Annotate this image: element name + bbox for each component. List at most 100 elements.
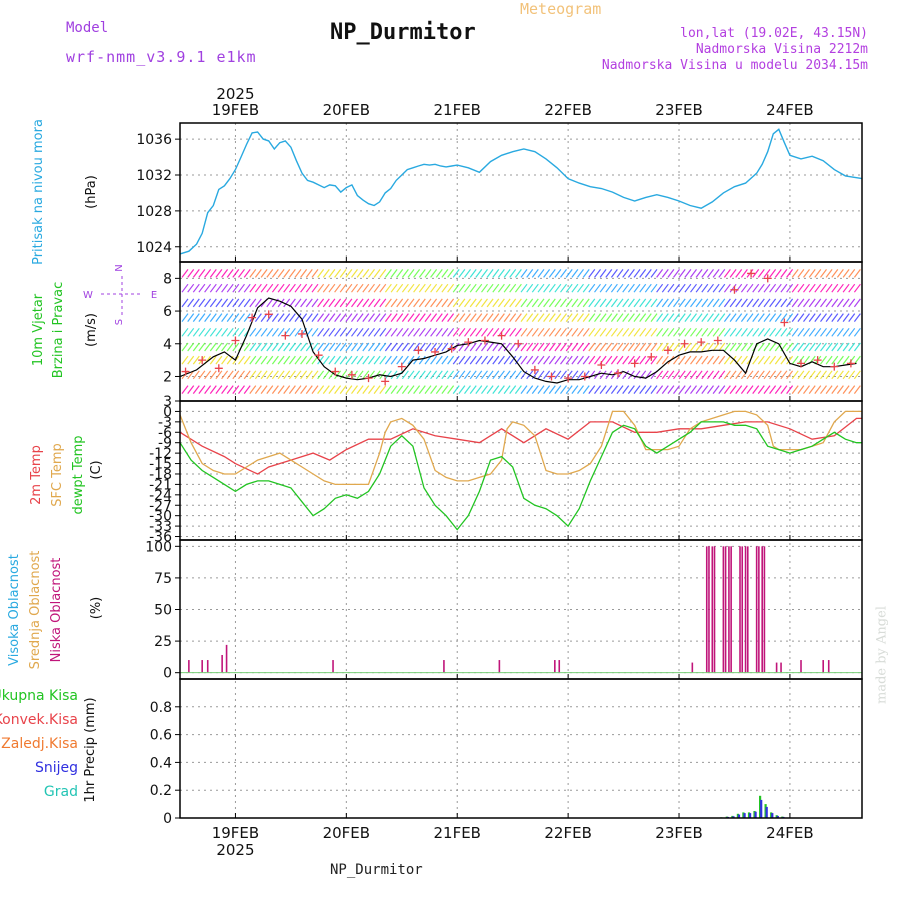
wind-barb [181, 298, 189, 308]
wind-barb [238, 313, 245, 322]
wind-barb [373, 283, 381, 293]
wind-barb [277, 327, 285, 337]
wind-barb [266, 283, 274, 293]
wind-barb [430, 327, 438, 337]
wind-barb [588, 283, 596, 293]
wind-barb [396, 385, 404, 394]
wind-barb [481, 269, 488, 278]
wind-barb [690, 298, 697, 308]
wind-barb [243, 283, 251, 293]
wind-barb [740, 327, 748, 337]
wind-barb [678, 385, 686, 394]
wind-barb [390, 313, 398, 322]
y-tick-label: 2 [163, 369, 172, 385]
wind-barb [328, 283, 336, 293]
wind-barb [537, 283, 545, 293]
wind-barb [791, 327, 799, 337]
wind-gust-marker [198, 356, 207, 365]
wind-barb [831, 269, 839, 278]
wind-barb [305, 370, 313, 380]
wind-barb [221, 385, 229, 394]
wind-gust-marker [331, 367, 340, 376]
wind-barb [226, 385, 234, 394]
wind-barb [260, 370, 268, 380]
wind-barb [735, 327, 743, 337]
wind-barb [187, 313, 195, 322]
wind-barb [723, 313, 731, 322]
wind-barb [831, 355, 839, 365]
wind-barb [401, 298, 409, 308]
wind-barb [848, 385, 856, 394]
wind-barb [339, 298, 347, 308]
wind-barb [853, 283, 861, 293]
precip-bar [770, 812, 773, 818]
wind-barb [345, 342, 353, 352]
wind-barb [814, 283, 822, 293]
wind-barb [678, 283, 686, 293]
wind-barb [469, 298, 477, 308]
wind-barb [610, 355, 618, 365]
wind-barb [475, 283, 483, 293]
wind-barb [774, 342, 782, 352]
wind-barb [831, 342, 839, 352]
wind-barb [752, 327, 760, 337]
precip-bar [760, 799, 763, 818]
wind-barb [740, 355, 748, 365]
wind-barb [368, 298, 375, 308]
wind-barb [300, 355, 308, 365]
wind-barb [848, 370, 856, 380]
wind-barb [831, 370, 839, 380]
wind-barb [401, 385, 409, 394]
y-tick-label: 1024 [136, 240, 172, 256]
wind-barb [729, 313, 737, 322]
wind-barb [497, 370, 505, 380]
wind-barb [300, 342, 308, 352]
wind-barb [667, 283, 675, 293]
wind-barb [644, 342, 652, 352]
wind-barb [537, 370, 545, 380]
wind-barb [481, 370, 488, 380]
wind-barb [644, 385, 652, 394]
wind-barb [718, 370, 726, 380]
wind-barb [209, 342, 217, 352]
wind-gust-marker [297, 329, 306, 338]
wind-barb [791, 269, 799, 278]
wind-barb [565, 385, 573, 394]
wind-barb [673, 327, 680, 337]
wind-barb [492, 298, 500, 308]
wind-gust-marker [248, 313, 257, 322]
wind-barb [249, 298, 257, 308]
wind-barb [537, 385, 545, 394]
wind-barb [288, 355, 296, 365]
wind-barb [215, 342, 223, 352]
wind-barb [238, 269, 245, 278]
wind-barb [254, 385, 262, 394]
wind-barb [718, 327, 726, 337]
wind-barb [531, 385, 539, 394]
wind-barb [639, 355, 647, 365]
wind-barb [836, 298, 844, 308]
wind-barb [503, 269, 511, 278]
wind-barb [384, 269, 392, 278]
wind-barb [848, 298, 856, 308]
wind-barb [853, 327, 861, 337]
wind-gust-marker [547, 372, 556, 381]
wind-barb [774, 283, 782, 293]
wind-barb [627, 385, 635, 394]
wind-barb [260, 385, 268, 394]
wind-barb [599, 298, 607, 308]
wind-barb [836, 327, 844, 337]
wind-barb [322, 342, 330, 352]
wind-barb [701, 269, 709, 278]
wind-barb [814, 385, 822, 394]
y-tick-label: 1036 [136, 132, 172, 148]
wind-barb [594, 355, 601, 365]
wind-gust-marker [264, 310, 273, 319]
wind-barb [497, 385, 505, 394]
wind-barb [424, 269, 432, 278]
wind-barb [254, 269, 262, 278]
wind-barb [808, 327, 816, 337]
wind-barb [356, 355, 364, 365]
wind-barb [803, 385, 810, 394]
wind-barb [469, 355, 477, 365]
